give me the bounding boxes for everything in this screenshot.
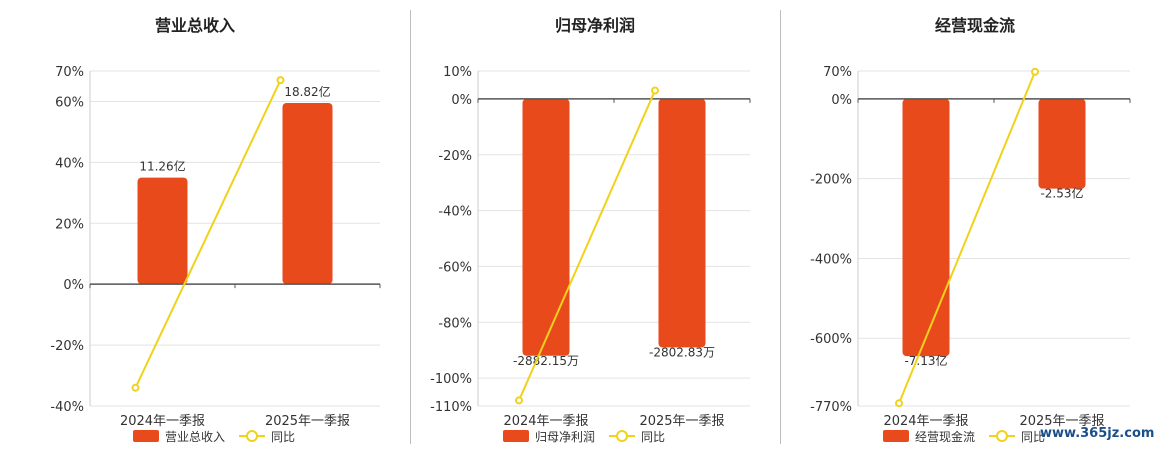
bar-data-label: 11.26亿	[139, 159, 185, 174]
chart-panel-net-profit: 归母净利润 10% 0% -20% -40% -60% -80% -100% -110% -28…	[390, 0, 780, 450]
yoy-line	[518, 90, 656, 401]
y-tick-label: 70%	[55, 65, 84, 80]
legend-line-label: 同比	[641, 429, 666, 444]
y-tick-label: -40%	[50, 400, 84, 415]
y-tick-label: 60%	[55, 95, 84, 110]
yoy-line	[134, 79, 282, 389]
bar-2	[1038, 98, 1086, 189]
bar-1	[137, 177, 188, 285]
bar-2	[282, 102, 333, 285]
y-tick-label: -100%	[430, 372, 472, 387]
watermark-text: www.365jz.com	[1040, 426, 1155, 441]
legend-bar-swatch	[503, 430, 529, 442]
chart-svg-revenue: 70% 60% 40% 20% 0% -20% -40% 11.26亿 18.82亿 2024年一…	[50, 65, 381, 429]
chart-panel-revenue: 营业总收入 70% 60% 40% 20% 0% -20% -40% 11.26亿 18.82亿…	[0, 0, 390, 450]
legend-bar-label: 经营现金流	[915, 429, 976, 444]
yoy-point-2	[651, 86, 659, 95]
chart-title: 归母净利润	[554, 16, 635, 35]
yoy-point-1	[895, 399, 903, 408]
x-category-label: 2024年一季报	[883, 414, 968, 429]
y-tick-label: -40%	[438, 205, 472, 220]
y-tick-label: -600%	[810, 332, 852, 347]
y-tick-label: 40%	[55, 156, 84, 171]
legend-bar-swatch	[883, 430, 909, 442]
panel-divider	[410, 10, 411, 444]
y-tick-label: 0%	[63, 278, 84, 293]
x-category-label: 2025年一季报	[1019, 414, 1104, 429]
chart-svg-net-profit: 10% 0% -20% -40% -60% -80% -100% -110% -2882.15万…	[430, 65, 751, 429]
legend-line-label: 同比	[1021, 429, 1046, 444]
yoy-point-1	[131, 383, 140, 392]
yoy-point-1	[515, 396, 523, 405]
bar-2	[658, 98, 706, 348]
x-category-label: 2024年一季报	[120, 414, 205, 429]
y-tick-label: 0%	[451, 93, 472, 108]
legend-line-swatch	[239, 430, 266, 442]
legend-bar-label: 营业总收入	[165, 429, 226, 444]
y-tick-label: -80%	[438, 316, 472, 331]
bar-1	[902, 98, 950, 357]
y-tick-label: -400%	[810, 252, 852, 267]
bar-1	[522, 98, 570, 356]
chart-title: 经营现金流	[934, 16, 1015, 35]
legend: 经营现金流 同比	[883, 428, 1045, 444]
legend-line-swatch	[609, 430, 636, 442]
legend-bar-swatch	[133, 430, 159, 442]
y-tick-label: -110%	[430, 400, 472, 415]
legend-bar-label: 归母净利润	[535, 429, 596, 444]
x-category-label: 2025年一季报	[639, 414, 724, 429]
y-tick-label: -60%	[438, 260, 472, 275]
y-tick-label: 0%	[831, 93, 852, 108]
bar-data-label: -7.13亿	[904, 353, 947, 368]
y-tick-label: 70%	[823, 65, 852, 80]
bar-data-label: 18.82亿	[284, 84, 330, 99]
chart-panel-cash-flow: 经营现金流 70% 0% -200% -400% -600% -770% -7.13亿 -2.…	[770, 0, 1160, 450]
yoy-point-2	[1031, 67, 1039, 76]
legend: 归母净利润 同比	[503, 428, 665, 444]
x-category-label: 2024年一季报	[503, 414, 588, 429]
y-tick-label: -770%	[810, 400, 852, 415]
bar-data-label: -2.53亿	[1040, 186, 1083, 201]
legend: 营业总收入 同比	[133, 428, 295, 444]
chart-svg-cash-flow: 70% 0% -200% -400% -600% -770% -7.13亿 -2.53亿 202…	[810, 65, 1131, 429]
bar-data-label: -2802.83万	[649, 345, 715, 359]
y-tick-label: -200%	[810, 173, 852, 188]
panel-divider	[780, 10, 781, 444]
bar-data-label: -2882.15万	[513, 354, 579, 368]
y-tick-label: -20%	[50, 339, 84, 354]
yoy-point-2	[276, 76, 285, 85]
x-category-label: 2025年一季报	[265, 414, 350, 429]
chart-title: 营业总收入	[154, 16, 235, 35]
yoy-line	[898, 71, 1036, 404]
legend-line-swatch	[989, 430, 1016, 442]
legend-line-label: 同比	[271, 429, 296, 444]
y-tick-label: -20%	[438, 149, 472, 164]
y-tick-label: 10%	[443, 65, 472, 80]
y-tick-label: 20%	[55, 217, 84, 232]
